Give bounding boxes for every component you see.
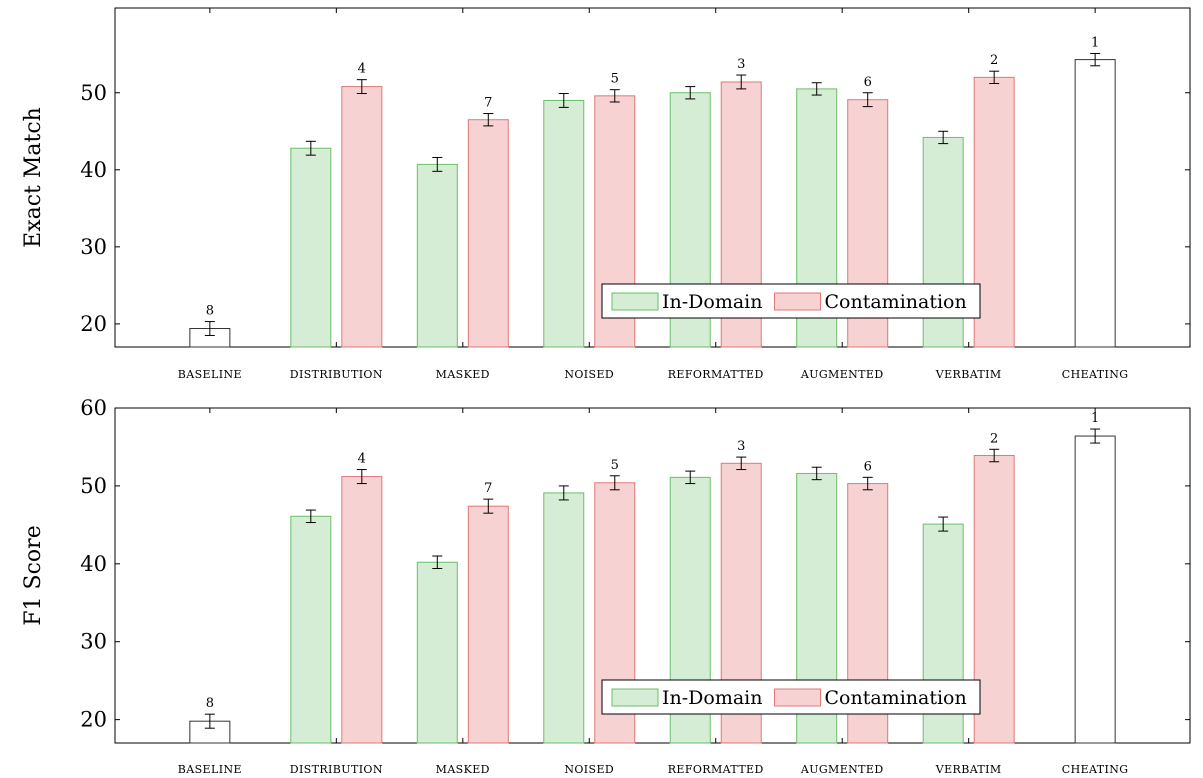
f1-score-panel: F1 Score 20 30 40 50 60 BASELINE DISTRIBUTION MA… [21, 396, 1191, 776]
legend-entry: In-Domain [662, 687, 763, 709]
bar [973, 76, 1015, 348]
x-tick-label: MASKED [436, 763, 490, 776]
x-tick-label: BASELINE [178, 763, 242, 776]
y-tick-label: 20 [80, 708, 107, 732]
rank-label: 3 [737, 439, 745, 454]
x-tick-label: MASKED [436, 368, 490, 381]
x-tick-label: NOISED [564, 368, 614, 381]
rank-label: 1 [1091, 35, 1099, 50]
bar [1074, 435, 1116, 744]
rank-label: 8 [206, 304, 214, 319]
x-tick-label: REFORMATTED [668, 368, 764, 381]
x-tick-label: REFORMATTED [668, 763, 764, 776]
x-tick-label: AUGMENTED [800, 368, 884, 381]
bar [543, 492, 585, 744]
plot-frame [114, 7, 1191, 348]
plot-frame [114, 407, 1191, 744]
y-tick-label: 50 [80, 81, 107, 105]
rank-label: 5 [611, 458, 619, 473]
x-tick-label: DISTRIBUTION [290, 763, 383, 776]
legend-swatch [611, 292, 659, 311]
rank-label: 2 [990, 53, 998, 68]
x-tick-label: NOISED [564, 763, 614, 776]
y-tick-label: 30 [80, 630, 107, 654]
bar [543, 99, 585, 348]
y-axis-label: Exact Match [21, 107, 46, 248]
rank-label: 7 [484, 481, 492, 496]
rank-label: 6 [864, 75, 872, 90]
rank-label: 4 [358, 452, 366, 467]
legend: In-Domain Contamination [601, 283, 981, 319]
rank-label: 5 [611, 72, 619, 87]
rank-label: 3 [737, 57, 745, 72]
x-tick-label: VERBATIM [935, 368, 1002, 381]
legend-swatch [774, 688, 821, 707]
rank-label: 2 [990, 431, 998, 446]
legend-swatch [774, 292, 821, 311]
legend-entry: Contamination [825, 291, 967, 313]
y-tick-label: 40 [80, 158, 107, 182]
legend-entry: Contamination [825, 687, 967, 709]
rank-label: 7 [484, 96, 492, 111]
legend: In-Domain Contamination [601, 679, 981, 715]
y-tick-label: 60 [80, 396, 107, 420]
x-tick-label: DISTRIBUTION [290, 368, 383, 381]
rank-label: 8 [206, 696, 214, 711]
bar [973, 455, 1015, 744]
x-tick-label: VERBATIM [935, 763, 1002, 776]
y-tick-label: 20 [80, 312, 107, 336]
bar [467, 505, 509, 744]
x-tick-label: AUGMENTED [800, 763, 884, 776]
y-axis-label: F1 Score [21, 525, 46, 625]
rank-label: 6 [864, 459, 872, 474]
x-tick-label: CHEATING [1062, 368, 1129, 381]
legend-swatch [611, 688, 659, 707]
bar [416, 561, 458, 744]
y-tick-label: 50 [80, 474, 107, 498]
x-tick-label: CHEATING [1062, 763, 1129, 776]
bar [290, 515, 332, 744]
bar [341, 86, 383, 348]
bar [341, 476, 383, 744]
exact-match-panel: Exact Match 20 30 40 50 BASELINE DISTRIBUTION M… [21, 7, 1191, 381]
y-tick-label: 40 [80, 552, 107, 576]
bar [467, 119, 509, 348]
x-tick-label: BASELINE [178, 368, 242, 381]
bar [416, 163, 458, 348]
y-tick-label: 30 [80, 235, 107, 259]
bar [290, 147, 332, 348]
bar [1074, 59, 1116, 348]
rank-label: 1 [1091, 411, 1099, 426]
rank-label: 4 [358, 62, 366, 77]
legend-entry: In-Domain [662, 291, 763, 313]
